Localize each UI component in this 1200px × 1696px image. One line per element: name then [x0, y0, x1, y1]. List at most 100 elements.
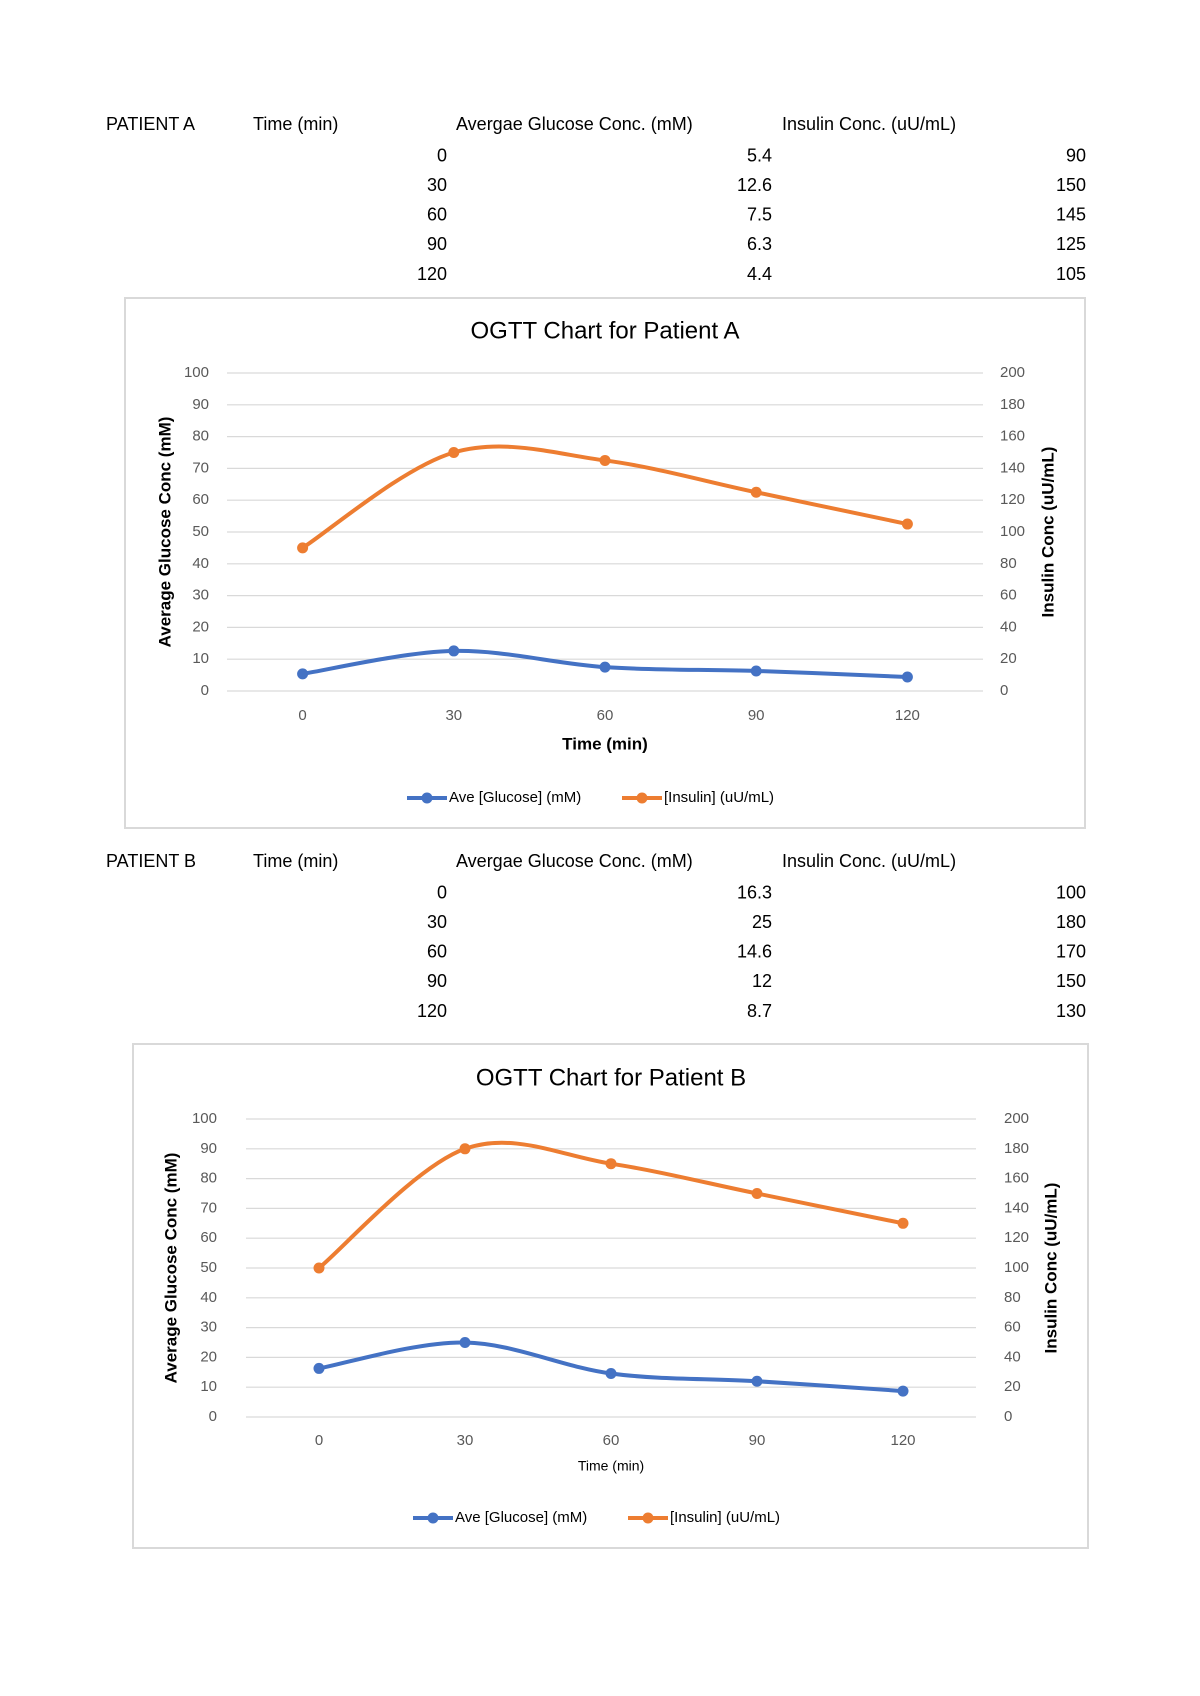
y2-tick-label: 180 [1000, 396, 1025, 413]
y-axis-title: Average Glucose Conc (mM) [155, 417, 174, 648]
x-tick-label: 0 [298, 707, 306, 724]
x-axis-title: Time (min) [562, 734, 648, 753]
data-point [897, 1217, 909, 1229]
table-header: Time (min) [253, 114, 338, 134]
y2-tick-label: 200 [1004, 1110, 1029, 1127]
data-point [599, 454, 611, 466]
y2-tick-label: 40 [1000, 618, 1017, 635]
y-tick-label: 0 [209, 1408, 217, 1425]
chart: OGTT Chart for Patient A Time (min) Averag… [124, 297, 1086, 829]
y2-tick-label: 120 [1004, 1229, 1029, 1246]
y2-axis-title: Insulin Conc (uU/mL) [1041, 1183, 1060, 1354]
y2-tick-label: 80 [1000, 555, 1017, 572]
y-tick-label: 0 [201, 682, 209, 699]
table-cell: 90 [1066, 145, 1086, 165]
data-point [901, 518, 913, 530]
x-tick-label: 0 [315, 1432, 323, 1449]
data-point [297, 668, 309, 680]
data-point [448, 645, 460, 657]
legend-marker [636, 792, 648, 804]
table-header: Avergae Glucose Conc. (mM) [456, 851, 693, 871]
x-tick-label: 30 [445, 707, 462, 724]
y-tick-label: 40 [192, 555, 209, 572]
table-header: Time (min) [253, 851, 338, 871]
y-tick-label: 60 [192, 491, 209, 508]
y2-tick-label: 40 [1004, 1348, 1021, 1365]
y-tick-label: 10 [200, 1378, 217, 1395]
legend-marker [421, 792, 433, 804]
data-point [297, 542, 309, 554]
table-header: Insulin Conc. (uU/mL) [782, 114, 956, 134]
y-tick-label: 10 [192, 650, 209, 667]
legend-label: Ave [Glucose] (mM) [449, 789, 581, 806]
table-cell: 12.6 [737, 175, 772, 195]
y-tick-label: 40 [200, 1289, 217, 1306]
data-point [605, 1158, 617, 1170]
table-header: Avergae Glucose Conc. (mM) [456, 114, 693, 134]
table-cell: 5.4 [747, 145, 772, 165]
y2-tick-label: 0 [1004, 1408, 1012, 1425]
x-tick-label: 90 [749, 1432, 766, 1449]
y-tick-label: 60 [200, 1229, 217, 1246]
table-cell: 180 [1056, 912, 1086, 932]
table-cell: 90 [427, 971, 447, 991]
chart-title: OGTT Chart for Patient B [476, 1064, 746, 1091]
table-cell: 125 [1056, 234, 1086, 254]
data-point [313, 1362, 325, 1374]
table-cell: 130 [1056, 1001, 1086, 1021]
table-cell: 12 [752, 971, 772, 991]
table-cell: 14.6 [737, 942, 772, 962]
y-tick-label: 90 [192, 396, 209, 413]
table-cell: 30 [427, 175, 447, 195]
data-point [901, 671, 913, 683]
chart-frame [124, 297, 1086, 829]
legend-marker [427, 1512, 439, 1524]
table-cell: 170 [1056, 942, 1086, 962]
table-header: Insulin Conc. (uU/mL) [782, 851, 956, 871]
legend-label: [Insulin] (uU/mL) [664, 789, 774, 806]
y2-tick-label: 140 [1004, 1199, 1029, 1216]
y2-tick-label: 80 [1004, 1289, 1021, 1306]
table-cell: 120 [417, 264, 447, 284]
table-cell: 150 [1056, 175, 1086, 195]
y2-tick-label: 60 [1000, 587, 1017, 604]
data-point [751, 1188, 763, 1199]
data-point [313, 1262, 325, 1274]
y-tick-label: 30 [200, 1319, 217, 1336]
y2-tick-label: 60 [1004, 1319, 1021, 1336]
x-tick-label: 30 [457, 1432, 474, 1449]
table-cell: 60 [427, 942, 447, 962]
y-tick-label: 70 [192, 459, 209, 476]
data-point [599, 661, 611, 673]
x-tick-label: 90 [748, 707, 765, 724]
data-point [750, 486, 762, 498]
table-cell: 8.7 [747, 1001, 772, 1021]
table-cell: 105 [1056, 264, 1086, 284]
y2-tick-label: 20 [1004, 1378, 1021, 1395]
data-point [750, 665, 762, 677]
data-point [897, 1385, 909, 1397]
y-tick-label: 20 [200, 1348, 217, 1365]
y-tick-label: 80 [192, 428, 209, 445]
table-label: PATIENT B [106, 851, 196, 871]
table-cell: 150 [1056, 971, 1086, 991]
table-cell: 120 [417, 1001, 447, 1021]
chart-title: OGTT Chart for Patient A [471, 317, 740, 344]
x-tick-label: 120 [890, 1432, 915, 1449]
y2-tick-label: 160 [1000, 428, 1025, 445]
y-tick-label: 90 [200, 1140, 217, 1157]
y2-tick-label: 180 [1004, 1140, 1029, 1157]
table-label: PATIENT A [106, 114, 195, 134]
table-cell: 0 [437, 145, 447, 165]
y2-tick-label: 100 [1000, 523, 1025, 540]
y-tick-label: 100 [184, 364, 209, 381]
y-axis-title: Average Glucose Conc (mM) [161, 1153, 180, 1384]
data-point [751, 1375, 763, 1387]
y-tick-label: 50 [200, 1259, 217, 1276]
y-tick-label: 70 [200, 1199, 217, 1216]
x-tick-label: 60 [597, 707, 614, 724]
data-point [448, 447, 460, 458]
y-tick-label: 100 [192, 1110, 217, 1127]
y2-tick-label: 100 [1004, 1259, 1029, 1276]
